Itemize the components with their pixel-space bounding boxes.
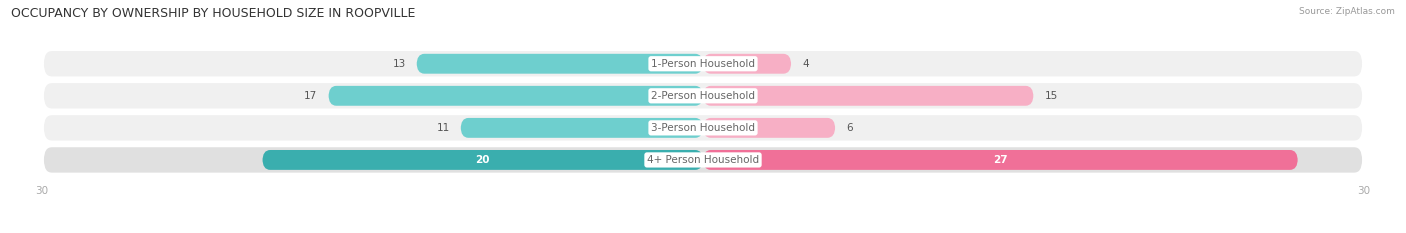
Text: 6: 6 <box>846 123 853 133</box>
Text: 11: 11 <box>436 123 450 133</box>
FancyBboxPatch shape <box>42 49 1364 78</box>
Text: 27: 27 <box>993 155 1008 165</box>
FancyBboxPatch shape <box>329 86 703 106</box>
FancyBboxPatch shape <box>461 118 703 138</box>
FancyBboxPatch shape <box>703 118 835 138</box>
Text: 15: 15 <box>1045 91 1057 101</box>
FancyBboxPatch shape <box>703 86 1033 106</box>
FancyBboxPatch shape <box>42 113 1364 142</box>
Text: 3-Person Household: 3-Person Household <box>651 123 755 133</box>
Text: 13: 13 <box>392 59 405 69</box>
Text: 20: 20 <box>475 155 489 165</box>
FancyBboxPatch shape <box>703 54 792 74</box>
Text: 1-Person Household: 1-Person Household <box>651 59 755 69</box>
FancyBboxPatch shape <box>703 150 1298 170</box>
FancyBboxPatch shape <box>42 145 1364 174</box>
Text: Source: ZipAtlas.com: Source: ZipAtlas.com <box>1299 7 1395 16</box>
Text: 17: 17 <box>304 91 318 101</box>
Text: 4+ Person Household: 4+ Person Household <box>647 155 759 165</box>
FancyBboxPatch shape <box>42 81 1364 110</box>
Text: 2-Person Household: 2-Person Household <box>651 91 755 101</box>
FancyBboxPatch shape <box>263 150 703 170</box>
FancyBboxPatch shape <box>416 54 703 74</box>
Text: OCCUPANCY BY OWNERSHIP BY HOUSEHOLD SIZE IN ROOPVILLE: OCCUPANCY BY OWNERSHIP BY HOUSEHOLD SIZE… <box>11 7 416 20</box>
Text: 4: 4 <box>801 59 808 69</box>
